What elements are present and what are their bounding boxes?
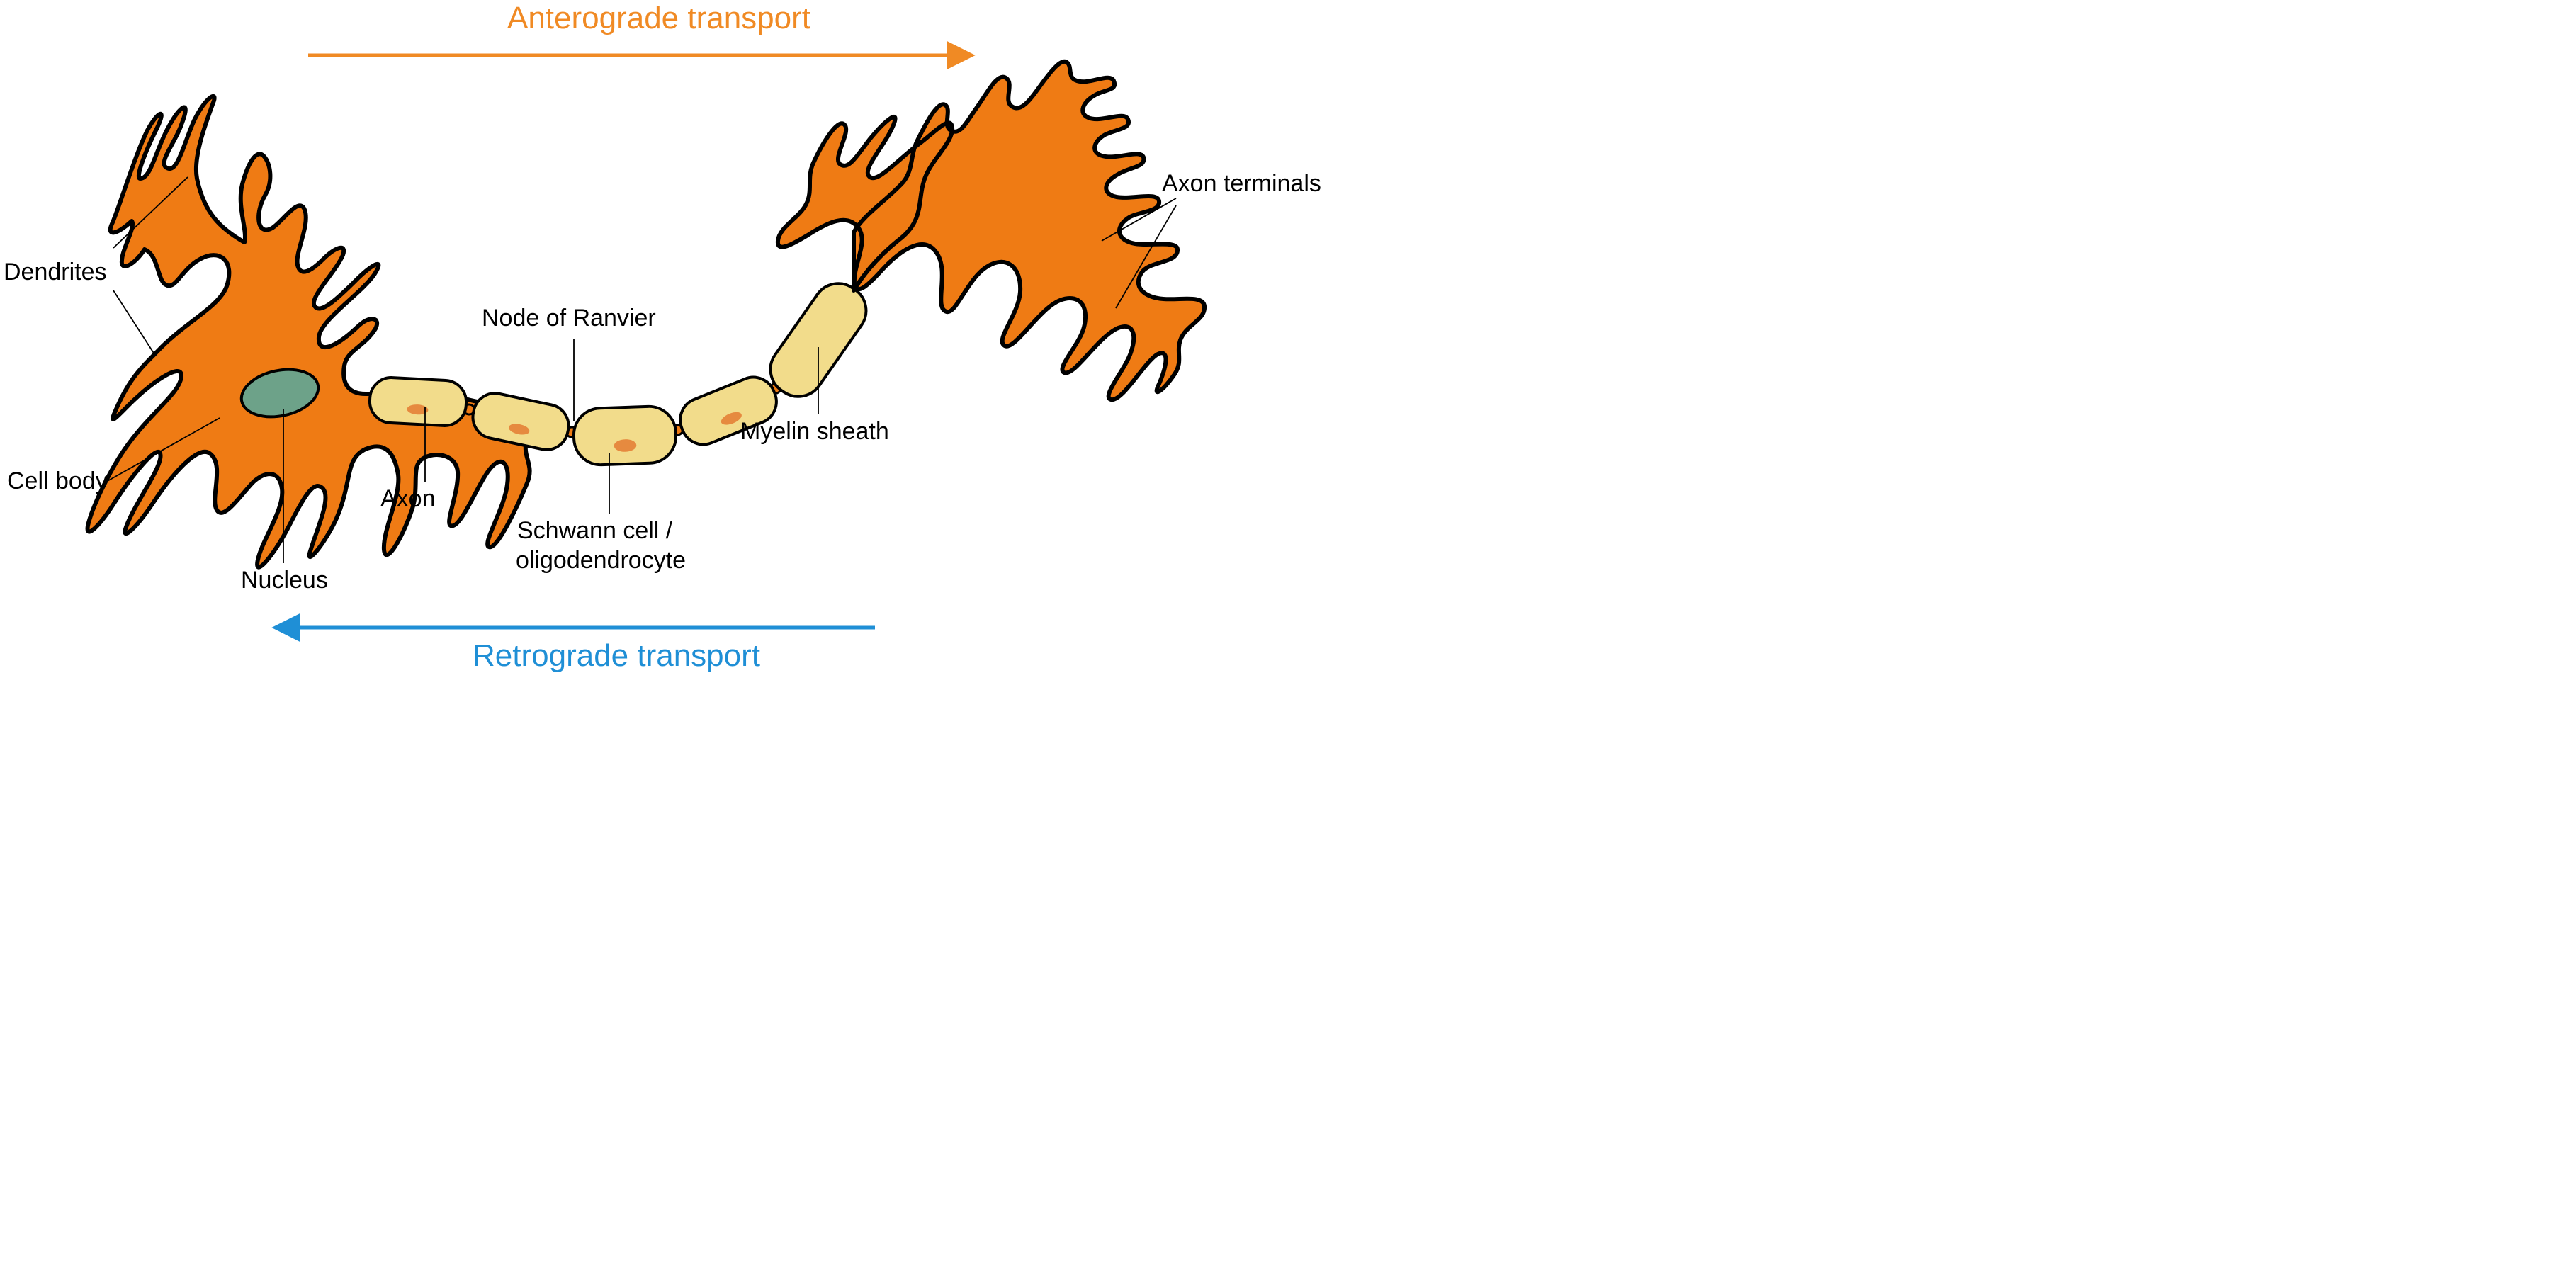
leader-line-dendrites-1: [113, 290, 154, 354]
label-dendrites: Dendrites: [4, 259, 107, 285]
myelin-segment-0: [368, 376, 467, 426]
neuron-diagram: Anterograde transport Retrograde transpor…: [0, 0, 1360, 677]
label-axon: Axon: [380, 485, 436, 512]
label-cell_body: Cell body: [7, 468, 108, 494]
label-myelin_sheath: Myelin sheath: [740, 418, 889, 445]
myelin-segment-2: [573, 406, 677, 466]
label-node_of_ranvier: Node of Ranvier: [482, 305, 656, 332]
label-schwann: Schwann cell /: [517, 517, 673, 544]
arrow-retro-label: Retrograde transport: [473, 638, 760, 673]
label-nucleus: Nucleus: [241, 567, 328, 594]
label-schwann2: oligodendrocyte: [516, 547, 686, 574]
arrow-antero-label: Anterograde transport: [507, 1, 810, 35]
cell-body-shape: [88, 96, 543, 567]
label-axon_terminals: Axon terminals: [1162, 170, 1321, 197]
